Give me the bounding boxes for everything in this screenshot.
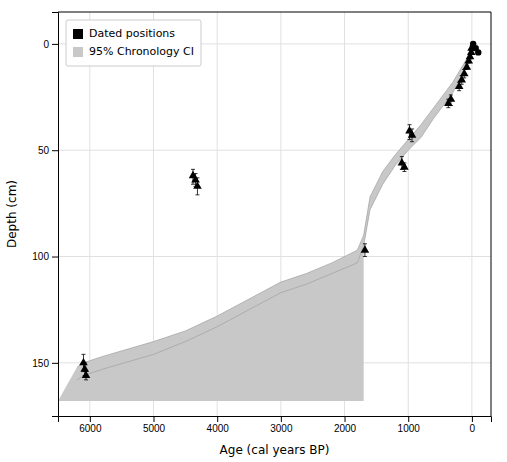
grid: [58, 12, 491, 416]
grid-line-y: [58, 150, 491, 151]
x-axis-line: [59, 417, 492, 423]
plot-area: [58, 41, 481, 401]
x-axis: 6000 5000 4000 3000 2000 1000 0: [59, 416, 492, 434]
data-point: [408, 130, 417, 137]
x-axis-label: Age (cal years BP): [220, 443, 330, 457]
data-point: [455, 81, 464, 88]
grid-line-x: [408, 12, 409, 416]
y-axis-tick: 150: [32, 358, 58, 369]
data-point: [463, 62, 472, 69]
x-axis-tick-mark: [90, 416, 91, 422]
y-axis-tick-mark: [52, 363, 58, 364]
data-point: [79, 358, 88, 365]
chart-container: 6000 5000 4000 3000 2000 1000 0 0 50 100 150 Age (c…: [0, 0, 507, 462]
legend: Dated positions 95% Chronology CI: [66, 20, 201, 66]
y-axis-tick-mark: [52, 150, 58, 151]
x-axis-tick-label: 2000: [334, 423, 357, 434]
y-axis-tick: 50: [38, 145, 58, 156]
x-axis-tick-label: 0: [470, 423, 476, 434]
x-axis-tick-mark: [408, 416, 409, 422]
y-axis-tick-label: 50: [38, 145, 50, 156]
legend-box: [66, 20, 201, 66]
data-point: [457, 75, 466, 82]
y-axis-tick: 0: [43, 39, 58, 50]
x-axis-tick-label: 4000: [207, 423, 230, 434]
y-axis-tick: 100: [32, 251, 58, 262]
data-point: [447, 94, 456, 101]
legend-label: Dated positions: [89, 27, 175, 40]
x-axis-tick-mark: [472, 416, 473, 422]
y-axis-line: [52, 13, 59, 417]
grid-line-y: [58, 256, 491, 257]
data-point: [400, 162, 409, 169]
x-axis-tick: 2000: [334, 416, 357, 434]
x-axis-tick-label: 6000: [79, 423, 102, 434]
legend-swatch: [73, 47, 83, 57]
grid-line-x: [89, 12, 90, 416]
x-axis-tick: 3000: [270, 416, 293, 434]
x-axis-tick-label: 3000: [270, 423, 293, 434]
y-axis-tick-label: 0: [43, 39, 49, 50]
legend-label: 95% Chronology CI: [89, 45, 194, 58]
y-axis-tick-mark: [52, 44, 58, 45]
y-axis-tick-mark: [52, 257, 58, 258]
chart-svg: 6000 5000 4000 3000 2000 1000 0 0 50 100 150 Age (c…: [0, 0, 507, 462]
x-axis-tick-label: 5000: [143, 423, 166, 434]
legend-swatch: [73, 29, 83, 39]
y-axis-tick-label: 100: [32, 251, 49, 262]
plot-root: 6000 5000 4000 3000 2000 1000 0 0 50 100 150 Age (c…: [5, 12, 492, 457]
scatter-series: [79, 43, 476, 380]
x-axis-tick-mark: [154, 416, 155, 422]
x-axis-tick: 6000: [79, 416, 102, 434]
x-axis-tick-label: 1000: [398, 423, 421, 434]
x-axis-tick: 5000: [143, 416, 166, 434]
data-point: [193, 181, 202, 188]
data-point: [80, 364, 89, 371]
data-point: [191, 175, 200, 182]
x-axis-tick-mark: [281, 416, 282, 422]
x-axis-tick-mark: [345, 416, 346, 422]
data-point: [361, 245, 370, 252]
ci-lower-edge: [77, 50, 472, 380]
data-point: [475, 49, 481, 55]
plot-frame: [58, 12, 491, 416]
x-axis-tick: 1000: [398, 416, 421, 434]
legend-entry: 95% Chronology CI: [73, 45, 194, 58]
scatter-series: [470, 41, 481, 56]
x-axis-tick: 4000: [207, 416, 230, 434]
x-axis-tick-mark: [217, 416, 218, 422]
data-point: [82, 371, 91, 378]
y-axis: 0 50 100 150: [32, 13, 58, 417]
ci-shade: [58, 44, 472, 401]
x-axis-tick: 0: [470, 416, 476, 434]
data-point: [460, 69, 469, 76]
y-axis-label: Depth (cm): [5, 180, 19, 248]
ci-upper-edge: [77, 44, 472, 367]
grid-line-x: [471, 12, 472, 416]
legend-entry: Dated positions: [73, 27, 175, 40]
y-axis-tick-label: 150: [32, 358, 49, 369]
